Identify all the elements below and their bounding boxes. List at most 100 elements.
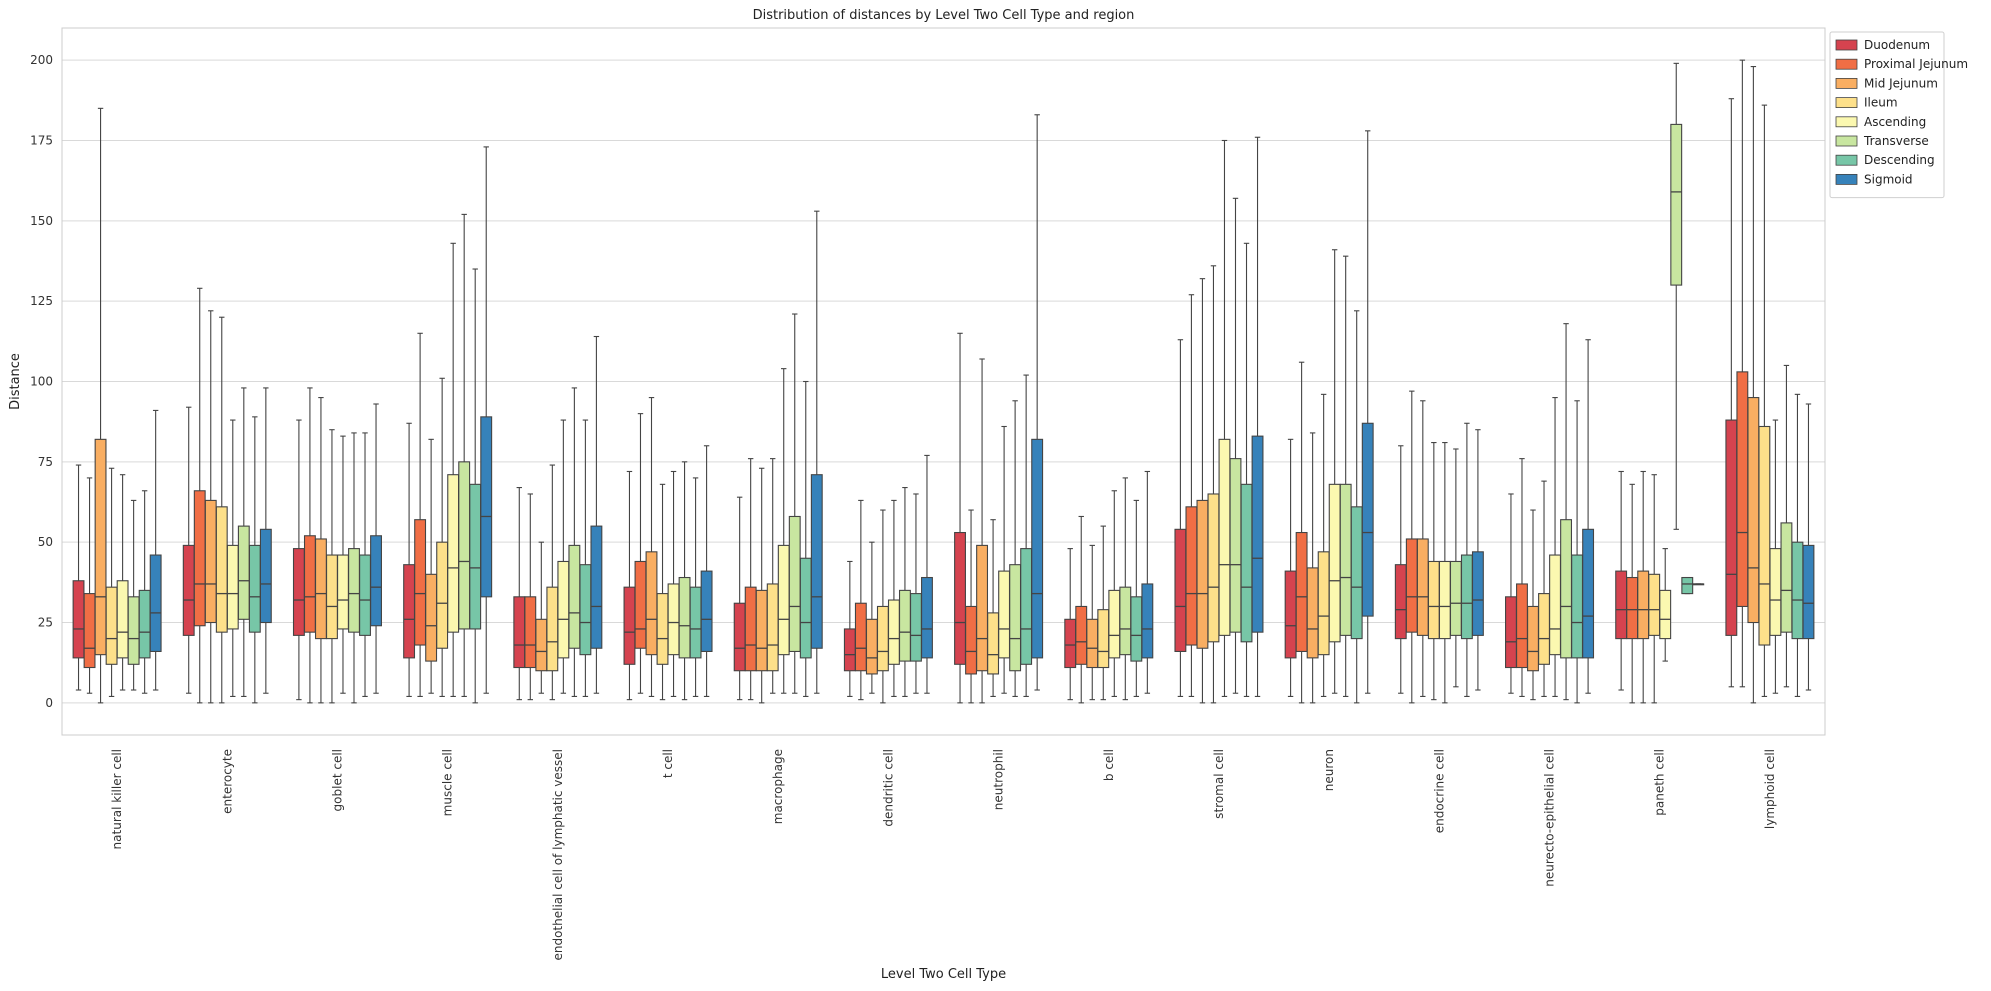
box: [777, 368, 790, 694]
box: [557, 419, 570, 694]
box: [204, 310, 217, 704]
box-body: [1615, 570, 1628, 640]
box-body: [954, 531, 966, 665]
legend-label: Duodenum: [1864, 38, 1930, 52]
box: [766, 458, 779, 694]
box-body: [469, 483, 482, 630]
box: [182, 406, 195, 694]
box-body: [1405, 538, 1418, 633]
y-tick-label: 100: [30, 375, 53, 389]
legend-label: Ascending: [1864, 115, 1926, 129]
box: [799, 380, 812, 697]
box: [1780, 364, 1793, 688]
box-body: [248, 544, 261, 633]
box: [1560, 323, 1573, 701]
box-body: [193, 490, 206, 627]
box-body: [1339, 483, 1352, 636]
box: [337, 435, 349, 694]
box-body: [127, 596, 140, 665]
box: [546, 464, 559, 701]
box: [1064, 548, 1077, 701]
plot-frame: [61, 27, 1826, 736]
box: [425, 438, 438, 694]
box: [976, 358, 989, 704]
x-tick-label: b cell: [1102, 749, 1116, 781]
box: [1207, 265, 1220, 704]
box: [370, 403, 382, 694]
box-body: [700, 570, 713, 652]
box-body: [1725, 419, 1738, 636]
box-body: [865, 618, 878, 675]
box-body: [1097, 609, 1110, 669]
box: [1141, 470, 1154, 694]
box-body: [1516, 583, 1528, 669]
box: [1174, 339, 1187, 697]
box-body: [1736, 371, 1749, 608]
chart-title: Distribution of distances by Level Two C…: [753, 8, 1135, 23]
box: [1328, 249, 1341, 694]
box: [447, 242, 460, 697]
box-body: [1460, 554, 1473, 640]
box: [1615, 470, 1628, 691]
legend-label: Sigmoid: [1864, 172, 1913, 186]
box-body: [292, 548, 305, 636]
box-body: [1064, 618, 1077, 669]
box-body: [755, 589, 768, 672]
box-body: [1020, 548, 1033, 665]
box: [788, 313, 801, 694]
box-body: [1527, 605, 1539, 672]
box: [326, 429, 338, 704]
box: [1527, 509, 1539, 701]
box: [910, 493, 922, 694]
box-body: [535, 618, 548, 672]
box-body: [1802, 544, 1815, 640]
box: [1659, 548, 1672, 662]
box-body: [414, 519, 427, 646]
box-body: [1659, 589, 1672, 640]
box-body: [623, 586, 636, 665]
box: [1405, 390, 1418, 704]
box: [524, 493, 537, 701]
box-body: [458, 461, 471, 630]
y-axis-title: Distance: [8, 353, 23, 410]
box-body: [182, 544, 195, 636]
box: [623, 470, 636, 701]
box-body: [1626, 576, 1639, 640]
box: [1119, 477, 1132, 701]
box: [898, 486, 911, 697]
box: [127, 499, 140, 691]
box-body: [1075, 605, 1088, 665]
box: [248, 416, 261, 704]
box-body: [634, 560, 647, 649]
box-body: [1284, 570, 1297, 659]
box-body: [777, 544, 790, 656]
box: [1108, 490, 1121, 697]
box: [1317, 393, 1330, 697]
box-body: [689, 586, 702, 659]
box-body: [326, 554, 338, 640]
box: [1449, 448, 1462, 688]
box: [744, 458, 757, 701]
box: [1791, 393, 1804, 697]
box: [83, 477, 96, 694]
box: [1516, 458, 1528, 697]
box: [480, 146, 493, 694]
box-body: [215, 506, 228, 633]
box-body: [910, 593, 922, 662]
box-body: [987, 612, 1000, 675]
box-body: [1174, 528, 1187, 652]
box-body: [568, 544, 581, 649]
legend-swatch: [1835, 154, 1858, 166]
box-body: [1031, 438, 1044, 659]
box: [865, 541, 878, 694]
box-body: [1758, 425, 1771, 646]
box-body: [678, 576, 691, 659]
box-body: [1218, 438, 1231, 636]
box: [656, 483, 669, 701]
box: [1505, 493, 1517, 694]
box: [1538, 480, 1550, 697]
box-body: [105, 586, 118, 665]
box: [987, 519, 1000, 697]
box: [700, 445, 713, 697]
